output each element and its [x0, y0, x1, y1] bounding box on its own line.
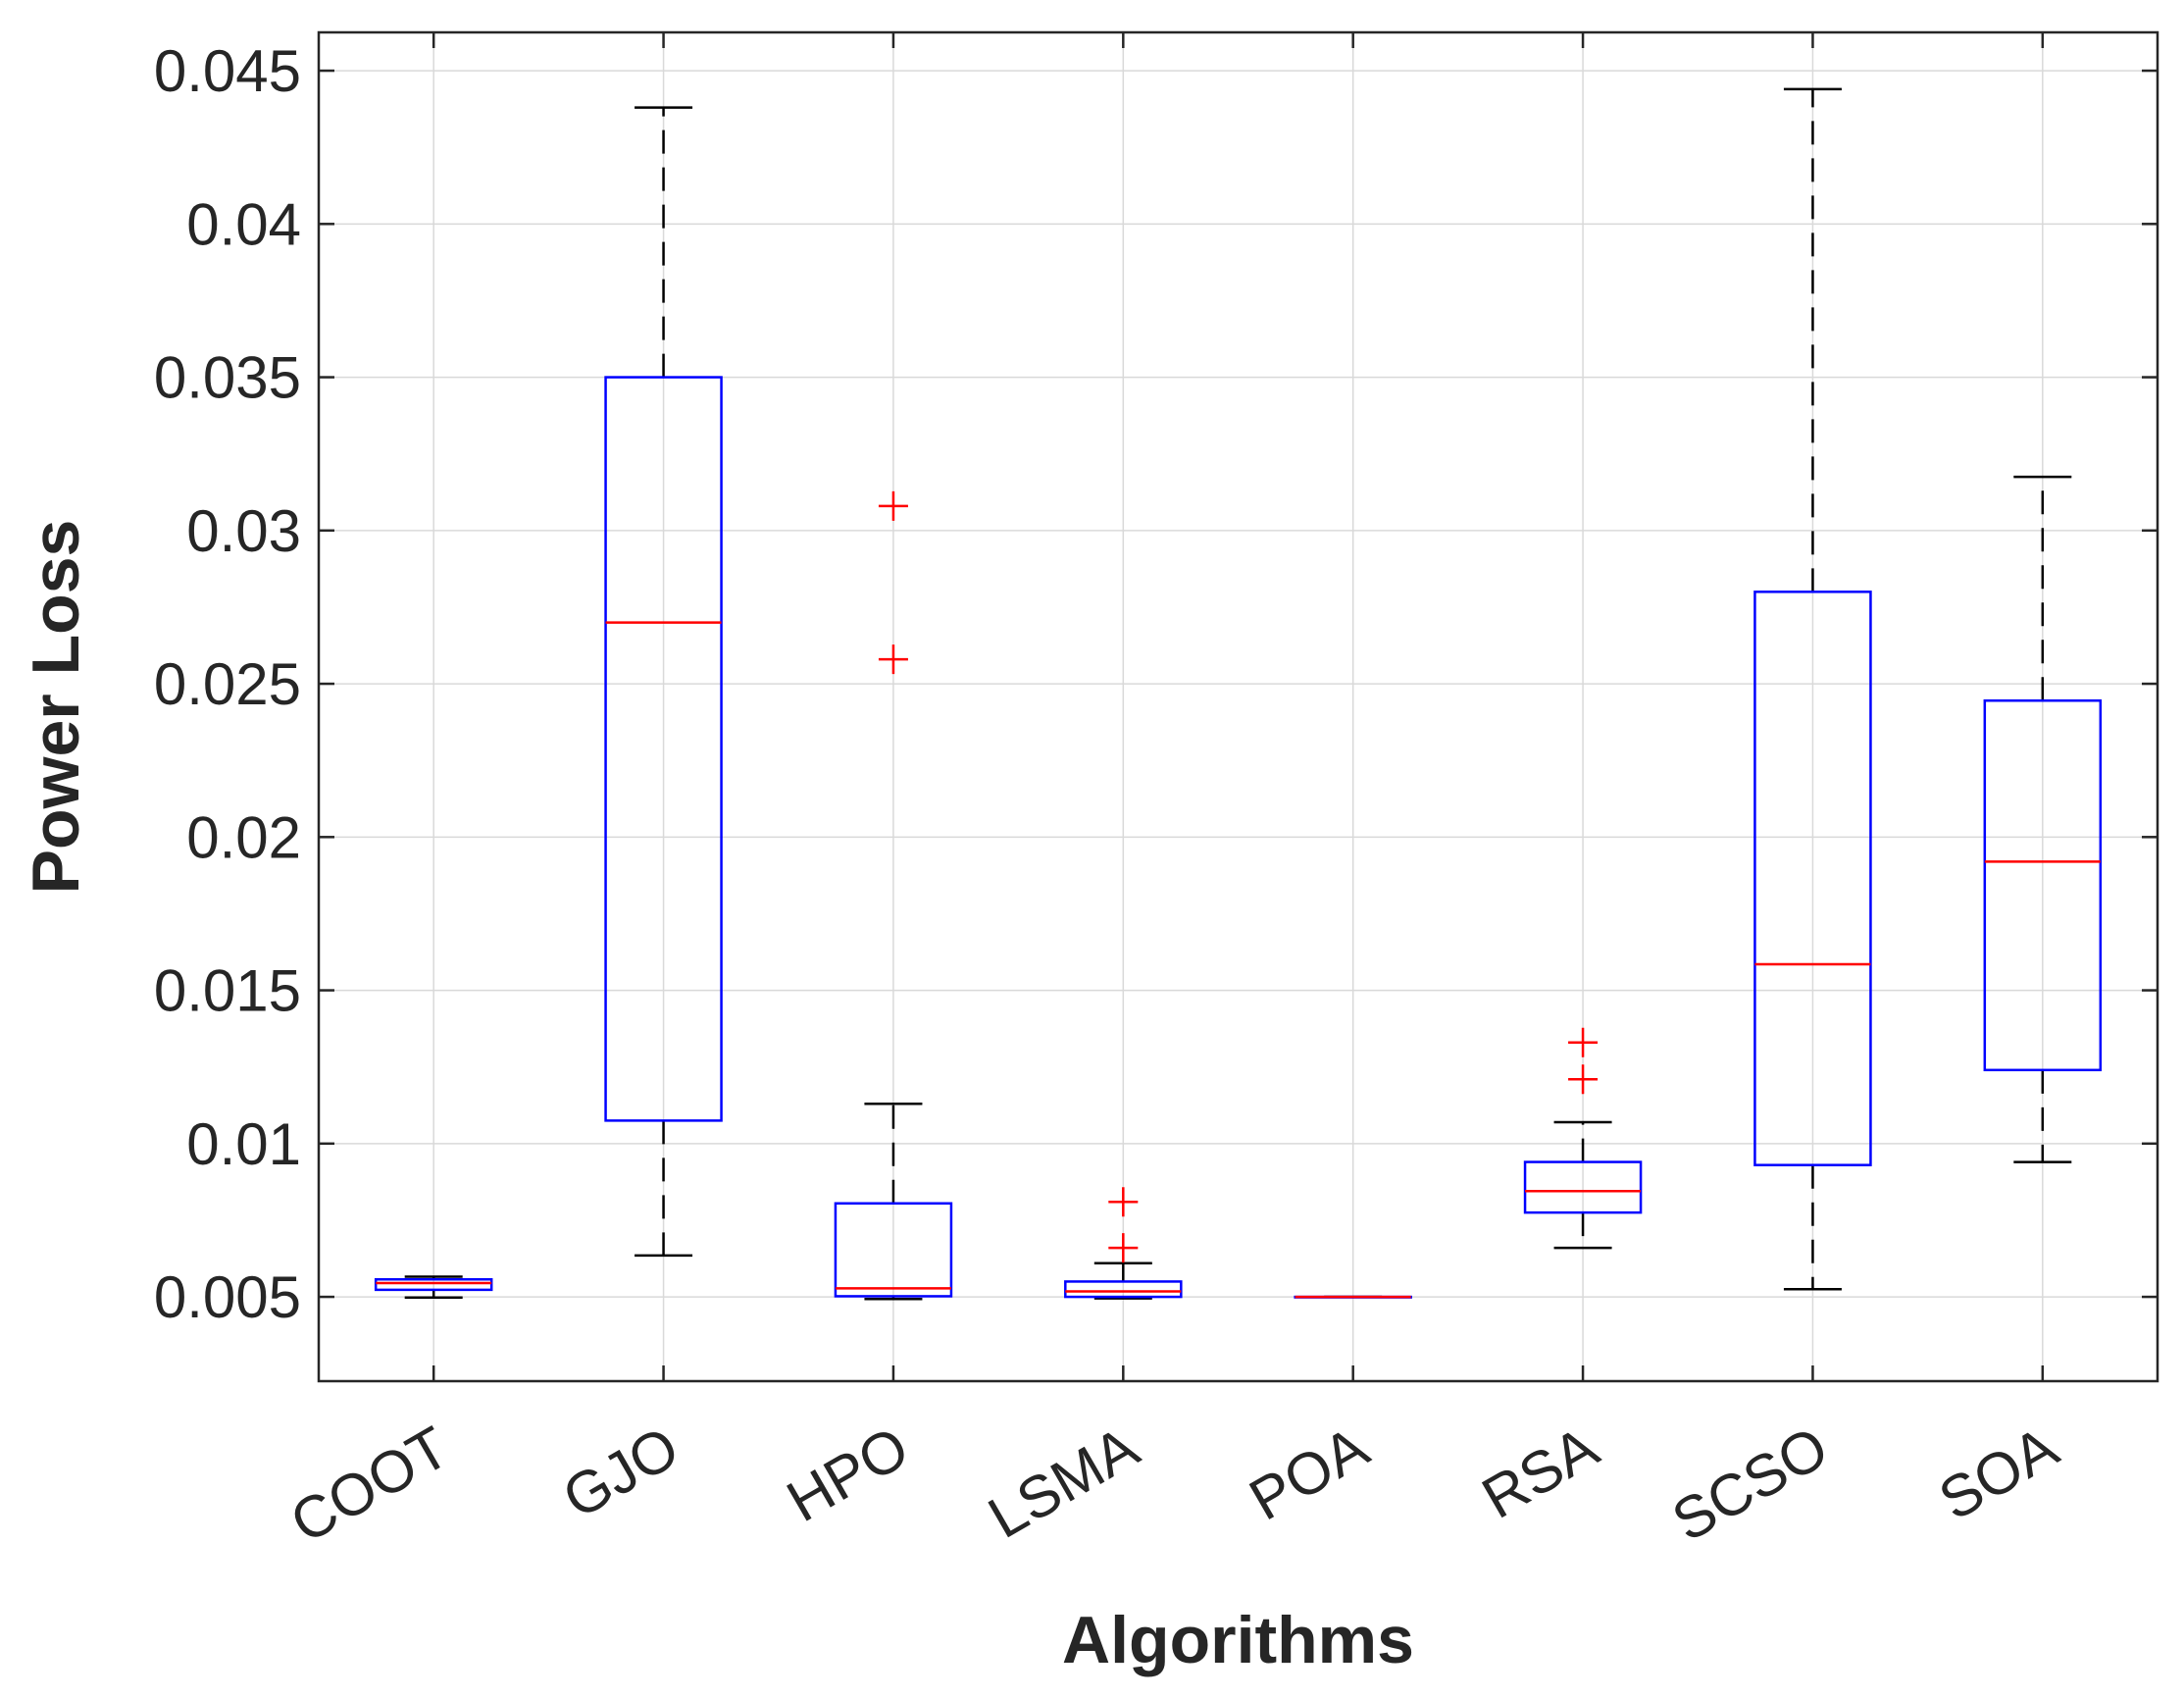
outlier-marker: [1108, 1233, 1139, 1263]
box-iqr: [1064, 1280, 1183, 1299]
box-soa: [1983, 475, 2103, 1163]
outlier-marker: [1568, 1064, 1599, 1095]
box-hpo: [834, 490, 953, 1301]
box-plots: [374, 87, 2103, 1301]
box-lsma: [1064, 1187, 1183, 1300]
y-tick-label: 0.02: [186, 804, 301, 870]
x-axis-title: Algorithms: [1062, 1603, 1414, 1677]
box-iqr: [1983, 699, 2103, 1072]
box-iqr: [604, 376, 723, 1122]
outlier-marker: [1108, 1187, 1139, 1217]
y-tick-label: 0.025: [154, 651, 301, 717]
box-poa: [1294, 1295, 1412, 1299]
y-tick-label: 0.04: [186, 191, 301, 257]
y-tick-label: 0.01: [186, 1111, 301, 1177]
box-rsa: [1523, 1027, 1643, 1250]
box-scso: [1753, 87, 1872, 1291]
axes-frame: [317, 30, 2159, 1383]
y-axis-title: Power Loss: [19, 520, 93, 895]
y-tick-label: 0.035: [154, 345, 301, 411]
outlier-marker: [1568, 1027, 1599, 1057]
y-tick-label: 0.045: [154, 38, 301, 104]
outlier-marker: [878, 644, 908, 675]
box-iqr: [1523, 1160, 1643, 1214]
y-tick-label: 0.005: [154, 1264, 301, 1330]
box-gjo: [604, 106, 723, 1258]
box-iqr: [1753, 591, 1872, 1166]
grid-lines: [319, 32, 2158, 1381]
box-coot: [374, 1275, 493, 1299]
y-tick-label: 0.015: [154, 958, 301, 1024]
box-iqr: [834, 1202, 953, 1298]
outlier-marker: [878, 490, 908, 521]
box-iqr: [374, 1278, 493, 1292]
y-tick-label: 0.03: [186, 498, 301, 564]
